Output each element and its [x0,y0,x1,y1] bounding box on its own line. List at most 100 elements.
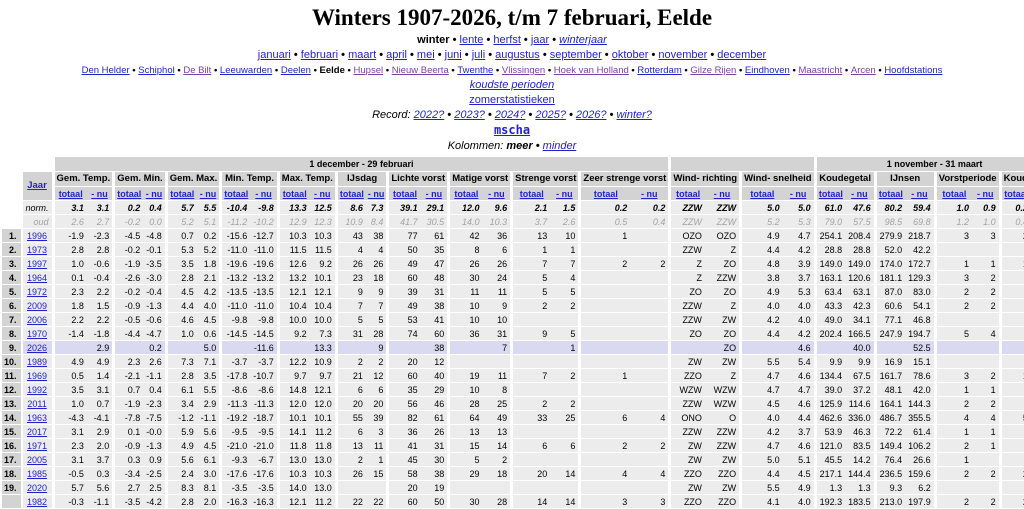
sort-link-totaal[interactable]: totaal [454,188,479,199]
year-link-1996[interactable]: 1996 [27,230,48,241]
year-link-1997[interactable]: 1997 [27,258,48,269]
nav-link-2025-[interactable]: 2025? [535,109,566,121]
sort-link-nu[interactable]: - nu [91,188,108,199]
sort-link-totaal[interactable]: totaal [1004,188,1024,199]
nav-link-de-bilt[interactable]: De Bilt [183,65,212,76]
nav-link-maastricht[interactable]: Maastricht [798,65,843,76]
kolommen-minder-link[interactable]: minder [542,140,577,152]
year-link-2009[interactable]: 2009 [27,300,48,311]
nav-link-nieuw-beerta[interactable]: Nieuw Beerta [391,65,449,76]
nav-link-maart[interactable]: maart [348,49,377,61]
stat-cell: 0.2 [630,201,672,215]
year-link-1970[interactable]: 1970 [27,328,48,339]
sort-link-nu[interactable]: - nu [977,188,994,199]
year-link-1969[interactable]: 1969 [27,370,48,381]
sort-link-totaal[interactable]: totaal [750,188,775,199]
year-link-1982[interactable]: 1982 [27,496,48,507]
nav-link-2022-[interactable]: 2022? [413,109,445,121]
nav-link-november[interactable]: november [658,49,708,61]
nav-link-februari[interactable]: februari [300,49,339,61]
sort-link-nu[interactable]: - nu [789,188,807,199]
nav-link-2024-[interactable]: 2024? [494,109,526,121]
stat-cell: 2 [1001,495,1024,509]
sort-link-totaal[interactable]: totaal [117,188,142,199]
year-link-1973[interactable]: 1973 [27,244,48,255]
nav-link-den-helder[interactable]: Den Helder [81,65,130,76]
nav-link-2023-[interactable]: 2023? [454,109,485,121]
year-link-2017[interactable]: 2017 [27,426,48,437]
year-link-2020[interactable]: 2020 [27,482,48,493]
year-link-2006[interactable]: 2006 [27,314,48,325]
nav-link-winterjaar[interactable]: winterjaar [559,34,607,46]
sort-link-nu[interactable]: - nu [145,188,163,199]
nav-link-deelen[interactable]: Deelen [280,65,311,76]
nav-link-herfst[interactable]: herfst [493,34,521,46]
sort-link-nu[interactable]: - nu [255,188,272,199]
nav-link-winter-[interactable]: winter? [616,109,652,121]
stat-cell: 4.8 [742,257,783,271]
sort-link-nu[interactable]: - nu [488,188,505,199]
nav-link-lente[interactable]: lente [459,34,484,46]
sort-link-totaal[interactable]: totaal [282,188,307,199]
sort-link-nu[interactable]: - nu [641,188,658,199]
nav-link-augustus[interactable]: augustus [495,49,540,61]
sort-link-totaal[interactable]: totaal [676,188,701,199]
nav-link-december[interactable]: december [717,49,767,61]
sort-link-totaal[interactable]: totaal [392,188,417,199]
sort-link-totaal[interactable]: totaal [58,188,83,199]
sort-link-totaal[interactable]: totaal [593,188,618,199]
sort-link-nu[interactable]: - nu [313,188,331,199]
nav-link-september[interactable]: september [549,49,602,61]
sort-link-nu[interactable]: - nu [851,188,868,199]
nav-link-mei[interactable]: mei [416,49,435,61]
sort-link-totaal[interactable]: totaal [170,188,195,199]
nav-link-januari[interactable]: januari [257,49,291,61]
nav-link-vlissingen[interactable]: Vlissingen [501,65,546,76]
year-link-1989[interactable]: 1989 [27,356,48,367]
sort-link-totaal[interactable]: totaal [878,188,903,199]
sort-link-totaal[interactable]: totaal [224,188,249,199]
year-link-1971[interactable]: 1971 [27,440,48,451]
nav-link-hoofdstations[interactable]: Hoofdstations [884,65,943,76]
sort-link-nu[interactable]: - nu [713,188,731,199]
nav-link-juni[interactable]: juni [444,49,462,61]
nav-link-oktober[interactable]: oktober [611,49,649,61]
nav-link-arcen[interactable]: Arcen [850,65,876,76]
sort-link-nu[interactable]: - nu [425,188,443,199]
stat-cell [1001,285,1024,299]
year-link-2026[interactable]: 2026 [27,342,48,353]
year-link-1985[interactable]: 1985 [27,468,48,479]
mscha-link[interactable]: mscha [493,123,531,137]
nav-link-schiphol[interactable]: Schiphol [138,65,175,76]
sort-link-totaal[interactable]: totaal [339,188,364,199]
nav-link-eindhoven[interactable]: Eindhoven [744,65,790,76]
year-link-1992[interactable]: 1992 [27,384,48,395]
nav-link-jaar[interactable]: jaar [530,34,550,46]
zomerstatistieken-link[interactable]: zomerstatistieken [469,94,555,106]
nav-link-april[interactable]: april [386,49,407,61]
year-link-2011[interactable]: 2011 [27,398,47,409]
nav-link-gilze-rijen[interactable]: Gilze Rijen [690,65,737,76]
nav-link-juli[interactable]: juli [471,49,486,61]
nav-link-2026-[interactable]: 2026? [575,109,607,121]
sort-link-nu[interactable]: - nu [911,188,928,199]
column-header-wind-richting: Wind- richting [671,172,743,187]
nav-link-rotterdam[interactable]: Rotterdam [637,65,682,76]
nav-link-twenthe[interactable]: Twenthe [457,65,494,76]
table-row-1972: 5. 1972 2.3 2.2 -0.2 -0.4 4.5 4.2 -13.5 -13.5 12.1… [2,285,1024,299]
jaar-sort-link[interactable]: Jaar [27,180,47,191]
nav-link-hupsel[interactable]: Hupsel [353,65,384,76]
year-link-1972[interactable]: 1972 [27,286,48,297]
year-link-1963[interactable]: 1963 [27,412,48,423]
nav-link-leeuwarden[interactable]: Leeuwarden [219,65,273,76]
sort-link-totaal[interactable]: totaal [942,188,967,199]
sort-link-totaal[interactable]: totaal [818,188,843,199]
year-link-2005[interactable]: 2005 [27,454,48,465]
sort-link-nu[interactable]: - nu [367,188,385,199]
nav-link-hoek-van-holland[interactable]: Hoek van Holland [553,65,629,76]
sort-link-totaal[interactable]: totaal [519,188,544,199]
sort-link-nu[interactable]: - nu [556,188,573,199]
year-link-1964[interactable]: 1964 [27,272,48,283]
sort-link-nu[interactable]: - nu [199,188,217,199]
koudste-perioden-link[interactable]: koudste perioden [469,79,555,91]
